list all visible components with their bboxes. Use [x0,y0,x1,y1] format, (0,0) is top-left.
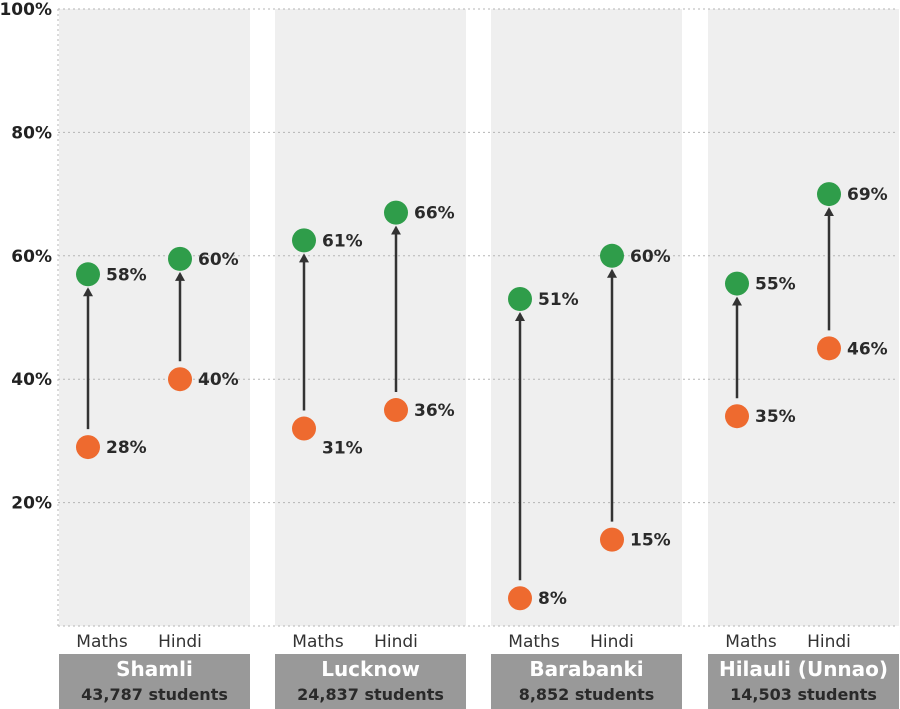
before-value-label: 31% [322,439,363,459]
before-point [600,527,624,552]
student-count: 8,852 students [519,685,655,704]
group-label-band [275,654,466,709]
after-value-label: 51% [538,290,579,310]
group-label-band [491,654,682,709]
before-value-label: 15% [630,531,671,551]
after-point [817,182,841,207]
before-point [168,367,192,392]
after-point [384,200,408,225]
before-value-label: 28% [106,438,147,458]
before-value-label: 36% [414,401,455,421]
after-point [725,271,749,296]
y-tick-label: 80% [11,123,52,143]
before-point [508,586,532,611]
group-panel [59,9,250,626]
group-label-band [59,654,250,709]
after-value-label: 60% [198,250,239,270]
subject-label: Maths [292,632,344,652]
before-point [817,336,841,361]
before-point [292,416,316,441]
after-point [76,262,100,287]
student-count: 14,503 students [730,685,877,704]
subject-label: Maths [508,632,560,652]
after-value-label: 55% [755,275,796,295]
student-count: 24,837 students [297,685,444,704]
before-point [76,435,100,460]
before-point [384,398,408,423]
after-value-label: 61% [322,231,363,251]
group-panel [708,9,899,626]
subject-label: Hindi [807,632,851,652]
district-name: Hilauli (Unnao) [719,657,888,681]
y-tick-label: 60% [11,247,52,267]
after-point [292,228,316,253]
district-name: Lucknow [321,657,420,681]
after-value-label: 60% [630,247,671,267]
before-value-label: 8% [538,589,567,609]
before-point [725,404,749,429]
before-value-label: 40% [198,370,239,390]
after-point [168,246,192,271]
y-tick-label: 40% [11,370,52,390]
district-name: Shamli [116,657,193,681]
subject-label: Maths [725,632,777,652]
after-value-label: 69% [847,185,888,205]
subject-label: Hindi [374,632,418,652]
after-value-label: 58% [106,265,147,285]
subject-label: Hindi [158,632,202,652]
after-value-label: 66% [414,204,455,224]
before-value-label: 35% [755,407,796,427]
y-tick-label: 20% [11,494,52,514]
student-count: 43,787 students [81,685,228,704]
after-point [508,286,532,311]
subject-label: Maths [76,632,128,652]
subject-label: Hindi [590,632,634,652]
after-point [600,243,624,268]
group-label-band [708,654,899,709]
district-name: Barabanki [529,657,643,681]
before-value-label: 46% [847,339,888,359]
y-tick-label: 100% [0,0,52,20]
group-panel [275,9,466,626]
